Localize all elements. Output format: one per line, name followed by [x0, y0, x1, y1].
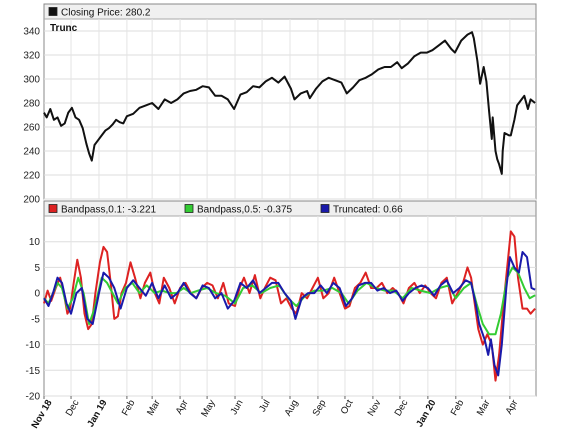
x-tick-label: Feb — [449, 398, 467, 418]
x-tick-label: Mar — [475, 398, 493, 418]
price-y-tick-label: 240 — [23, 147, 40, 158]
price-panel: 200 220 240 260 280 300 320 340 Closing Price: 2… — [23, 3, 537, 206]
bandpass-y-tick-label: 0 — [34, 289, 40, 300]
price-y-tick-label: 280 — [23, 99, 40, 110]
x-tick-label: May — [199, 398, 218, 419]
bandpass-y-tick-label: -20 — [26, 392, 41, 403]
bandpass-y-tick-label: 5 — [34, 263, 40, 274]
x-tick-label: Aug — [283, 398, 301, 418]
x-tick-label: Jan 20 — [414, 398, 438, 429]
price-legend-bar — [44, 4, 536, 19]
price-y-tick-label: 340 — [23, 27, 40, 38]
x-tick-label: Apr — [504, 398, 521, 416]
bandpass-y-tick-label: -10 — [26, 340, 41, 351]
price-y-tick-label: 220 — [23, 171, 40, 182]
date-axis: Nov 18 Dec Jan 19 Feb Mar Apr May Jun Jul Aug Sep O… — [29, 396, 520, 430]
bandpass-series-line-2 — [43, 251, 536, 377]
x-tick-label: Jan 19 — [85, 398, 109, 429]
x-tick-label: Jul — [257, 398, 273, 414]
price-y-tick-label: 320 — [23, 51, 40, 62]
bandpass-y-tick-label: -15 — [26, 366, 41, 377]
legend-swatch — [48, 204, 58, 213]
x-tick-label: Dec — [393, 398, 411, 418]
legend-swatch — [320, 204, 330, 213]
price-y-tick-label: 300 — [23, 75, 40, 86]
bandpass-y-tick-label: -5 — [31, 314, 40, 325]
legend-entry-label: Bandpass,0.5: -0.375 — [197, 205, 293, 216]
price-series-line-0 — [43, 31, 536, 175]
x-tick-label: Oct — [339, 398, 356, 417]
x-tick-label: Jun — [228, 398, 245, 417]
bandpass-series-line-0 — [43, 230, 536, 382]
legend-entry-label: Truncated: 0.66 — [333, 205, 403, 216]
x-tick-label: Sep — [311, 398, 329, 418]
price-y-tick-label: 200 — [23, 195, 40, 206]
bandpass-legend-bar — [44, 201, 536, 216]
x-tick-label: Dec — [64, 398, 82, 418]
x-tick-label: Nov 18 — [29, 398, 54, 430]
legend-entry-label: Closing Price: 280.2 — [61, 8, 151, 19]
x-tick-label: Feb — [120, 398, 138, 418]
bandpass-y-tick-label: 10 — [29, 237, 41, 248]
legend-entry-label: Bandpass,0.1: -3.221 — [61, 205, 157, 216]
legend-swatch — [48, 7, 58, 16]
x-tick-label: Apr — [174, 398, 191, 416]
bandpass-panel: -20 -15 -10 -5 0 5 10 Bandpass,0.1: -3.221 Bandp… — [26, 200, 537, 403]
x-tick-label: Mar — [145, 398, 163, 418]
panel-title: Trunc — [50, 23, 78, 34]
legend-swatch — [184, 204, 194, 213]
x-tick-label: Nov — [366, 398, 384, 418]
price-y-tick-label: 260 — [23, 123, 40, 134]
